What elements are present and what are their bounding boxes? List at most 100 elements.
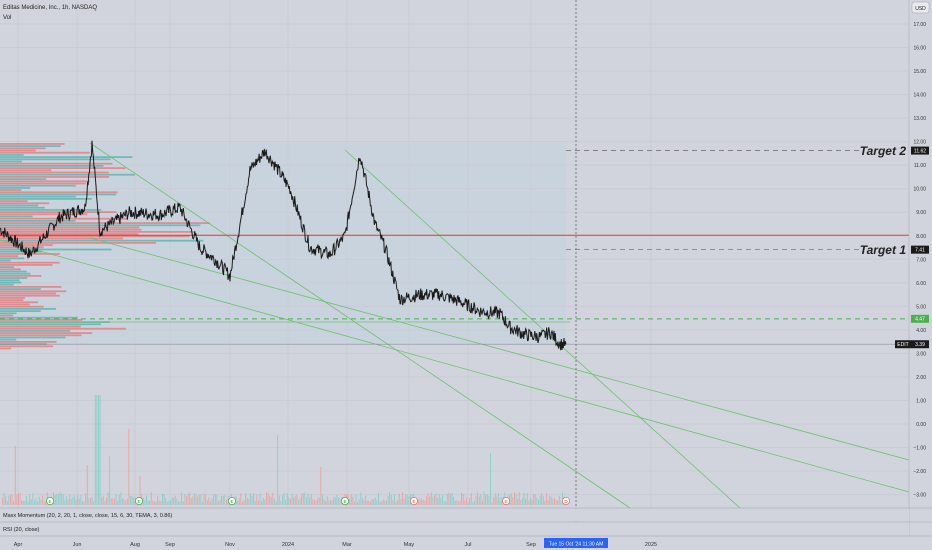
volume-bar (294, 495, 296, 505)
volume-bar (210, 501, 211, 505)
volume-bar (219, 499, 221, 505)
trendline-2[interactable] (344, 149, 741, 509)
volume-bar (35, 498, 37, 505)
trendline-1[interactable] (89, 142, 631, 509)
volume-bar (37, 501, 39, 505)
volume-bar (371, 499, 373, 505)
volume-profile-bar (0, 165, 104, 167)
volume-bar (16, 494, 18, 505)
rsi-label[interactable]: RSI (20, close) (3, 527, 40, 533)
volume-bar (542, 495, 544, 505)
event-marker[interactable]: E (46, 496, 55, 505)
volume-bar (157, 495, 159, 505)
volume-bar (491, 501, 493, 505)
time-tick-label: Apr (14, 542, 23, 548)
volume-bar (152, 500, 154, 505)
volume-bar (78, 498, 80, 505)
volume-bar (242, 501, 243, 505)
event-marker[interactable]: E (340, 496, 349, 505)
volume-bar (560, 501, 562, 505)
volume-bar (555, 500, 557, 505)
volume-bar (474, 500, 475, 505)
volume-bar (547, 499, 549, 505)
event-marker[interactable]: E (134, 496, 143, 505)
volume-bar (58, 494, 59, 505)
volume-bar (325, 501, 327, 505)
trendline-3[interactable] (0, 239, 910, 493)
volume-bar (203, 493, 205, 505)
volume-bar (517, 498, 519, 505)
volume-bar (192, 496, 194, 505)
volume-bar (490, 453, 491, 505)
volume-bar (61, 493, 63, 505)
volume-bar (102, 495, 104, 505)
volume-profile-bar (0, 231, 196, 233)
target1-label[interactable]: Target 1 (860, 243, 907, 257)
volume-bar (496, 496, 498, 505)
volume-bar (11, 494, 13, 505)
volume-bar (379, 501, 381, 505)
indicator-pane-momentum[interactable] (0, 508, 909, 522)
volume-bar (339, 499, 341, 505)
target2-badge: 11.62 (911, 146, 929, 155)
time-axis[interactable] (0, 536, 932, 550)
volume-bar (392, 500, 394, 505)
price-tick-label: 11.00 (914, 163, 926, 169)
price-tick-label: 17.00 (913, 22, 926, 28)
event-marker[interactable]: E (227, 496, 236, 505)
volume-bar (466, 497, 467, 505)
volume-bar (98, 395, 99, 505)
volume-bar (82, 500, 83, 505)
volume-bar (467, 501, 469, 505)
currency-box[interactable] (911, 1, 930, 14)
volume-bar (328, 500, 330, 505)
price-tick-label: 13.00 (913, 116, 926, 122)
event-marker[interactable]: E (501, 496, 510, 505)
volume-bar (370, 501, 371, 505)
volume-bar (382, 499, 384, 505)
trendline-4[interactable] (89, 237, 910, 461)
volume-bar (155, 501, 157, 505)
volume-profile-bar (0, 275, 42, 277)
time-tick-label: 2025 (645, 542, 657, 548)
volume-bar (274, 499, 275, 505)
event-marker[interactable]: D (562, 496, 571, 505)
volume-bar (62, 494, 64, 505)
momentum-label[interactable]: Maxx Momentum (20, 2, 20, 1, close, clos… (3, 513, 172, 519)
volume-bar (110, 498, 112, 505)
volume-bar (115, 493, 117, 505)
volume-profile-bar (0, 233, 139, 235)
volume-bar (365, 495, 367, 505)
volume-bar (357, 501, 359, 505)
volume-bar (477, 492, 479, 505)
price-axis[interactable] (909, 0, 932, 536)
event-marker[interactable]: E (409, 496, 418, 505)
target2-label[interactable]: Target 2 (860, 144, 907, 158)
volume-bar (104, 500, 106, 505)
volume-bar (158, 500, 160, 505)
volume-profile-bar (0, 250, 43, 253)
price-tick-label: 10.00 (913, 187, 926, 193)
price-tick-label: 3.00 (916, 351, 926, 357)
indicator-pane-rsi[interactable] (0, 522, 909, 536)
svg-text:11.62: 11.62 (914, 148, 926, 154)
volume-profile-bar (0, 264, 53, 266)
volume-bar (208, 497, 210, 505)
volume-bar (130, 496, 131, 505)
volume-bar (386, 500, 387, 505)
volume-bar (64, 499, 66, 505)
volume-bar (222, 495, 224, 505)
volume-bar (139, 475, 141, 505)
volume-bar (186, 496, 187, 505)
vol-label: Vol (3, 15, 11, 21)
volume-bar (293, 497, 295, 505)
volume-bar (168, 500, 170, 505)
trendlines[interactable] (0, 142, 910, 509)
volume-bar (501, 497, 503, 505)
volume-bar (72, 497, 74, 505)
volume-bar (299, 497, 301, 505)
volume-bar (173, 497, 175, 505)
price-tick-label: 5.00 (916, 304, 926, 310)
